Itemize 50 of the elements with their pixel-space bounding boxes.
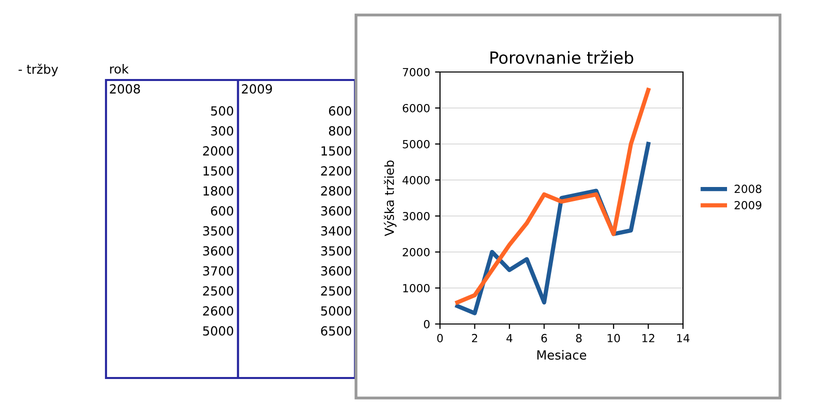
x-tick-label: 2 [472,334,478,342]
text: 2500 [203,286,234,296]
y-axis-title: Výška tržieb [384,160,396,236]
text: 1800 [204,186,234,196]
y-tick-label: 6000 [402,104,430,112]
text: 3500 [321,246,352,256]
text: - tržby [18,64,58,76]
y-tick-label: 7000 [402,68,430,76]
text: 800 [328,126,352,136]
text: 5000 [321,306,352,316]
text: 2200 [321,166,352,176]
text: 1500 [322,146,352,156]
legend-label: 2008 [734,184,762,194]
text: 1500 [204,166,234,176]
text: 2000 [203,146,234,156]
text: rok [110,64,129,74]
text: 6500 [321,326,352,336]
y-tick-label: 0 [424,320,430,328]
x-tick-label: 4 [506,334,512,342]
y-tick-label: 1000 [403,284,430,292]
line-series [455,88,650,304]
text: 3600 [203,246,234,256]
text: 300 [211,126,234,136]
chart-title: Porovnanie tržieb [490,50,634,64]
text: 2800 [321,186,352,196]
text: 3700 [203,266,234,276]
text: 3400 [321,226,352,236]
x-tick-label: 0 [437,334,443,342]
y-tick-label: 5000 [402,140,430,148]
x-tick-label: 8 [576,334,582,342]
x-tick-label: 6 [541,334,547,342]
legend-label: 2009 [734,200,762,210]
text: 500 [211,106,234,116]
x-axis-title: Mesiace [537,350,586,360]
x-tick-label: 14 [677,334,690,342]
y-tick-label: 2000 [402,248,430,256]
text: 5000 [203,326,234,336]
text: 2600 [203,306,234,316]
x-tick-label: 12 [642,334,654,342]
x-tick-label: 10 [608,334,620,342]
text: 3500 [203,226,234,236]
text: 600 [211,206,234,216]
y-tick-label: 3000 [402,212,430,220]
y-tick-label: 4000 [402,176,430,184]
text: 3600 [321,266,352,276]
text: 2008 [110,84,140,94]
text: 600 [329,106,352,116]
text: 3600 [321,206,352,216]
text: 2500 [321,286,352,296]
text: 2009 [242,84,272,94]
